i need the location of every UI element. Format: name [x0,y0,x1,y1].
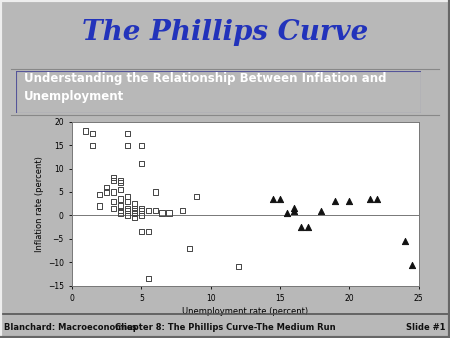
Point [110,177,117,183]
Point [124,199,131,204]
Point [144,276,152,281]
Point [89,131,96,136]
Point [117,177,124,183]
Point [131,206,138,211]
Point [144,229,152,235]
Point [131,208,138,213]
Point [124,206,131,211]
Point [152,189,159,195]
Point [124,142,131,148]
Point [138,208,145,213]
Point [96,203,104,209]
Point [408,262,415,267]
Point [144,208,152,213]
Point [366,196,373,202]
Point [318,208,325,213]
Text: Understanding the Relationship Between Inflation and
Unemployment: Understanding the Relationship Between I… [24,72,387,103]
X-axis label: Unemployment rate (percent): Unemployment rate (percent) [182,307,308,316]
Y-axis label: Inflation rate (percent): Inflation rate (percent) [35,156,44,251]
Point [110,199,117,204]
Point [283,210,290,216]
Point [270,196,277,202]
Text: Blanchard: Macroeconomics: Blanchard: Macroeconomics [4,323,137,332]
Point [124,208,131,213]
Point [117,196,124,202]
Point [110,189,117,195]
Point [374,196,381,202]
Point [131,210,138,216]
Text: The Phillips Curve: The Phillips Curve [82,19,368,46]
Point [124,194,131,199]
Point [103,189,110,195]
Point [110,175,117,180]
Text: Slide #1: Slide #1 [406,323,446,332]
Point [103,185,110,190]
Point [117,187,124,192]
Point [138,206,145,211]
Point [290,208,297,213]
Point [401,238,408,244]
Point [138,161,145,167]
Point [346,199,353,204]
Point [96,192,104,197]
Point [186,245,194,251]
Point [110,206,117,211]
Point [117,208,124,213]
Point [193,194,200,199]
Point [124,213,131,218]
Text: Chapter 8: The Phillips Curve-The Medium Run: Chapter 8: The Phillips Curve-The Medium… [115,323,335,332]
Point [131,215,138,220]
Point [131,201,138,206]
Point [152,208,159,213]
Point [276,196,284,202]
Point [124,131,131,136]
Point [235,264,242,270]
Point [297,224,304,230]
Point [332,199,339,204]
Point [117,180,124,185]
Point [304,224,311,230]
Point [166,210,173,216]
Point [138,142,145,148]
Point [138,229,145,235]
Point [89,142,96,148]
Point [290,206,297,211]
Point [117,203,124,209]
Point [158,210,166,216]
Point [82,128,90,134]
Point [179,208,186,213]
Point [117,210,124,216]
Point [138,213,145,218]
